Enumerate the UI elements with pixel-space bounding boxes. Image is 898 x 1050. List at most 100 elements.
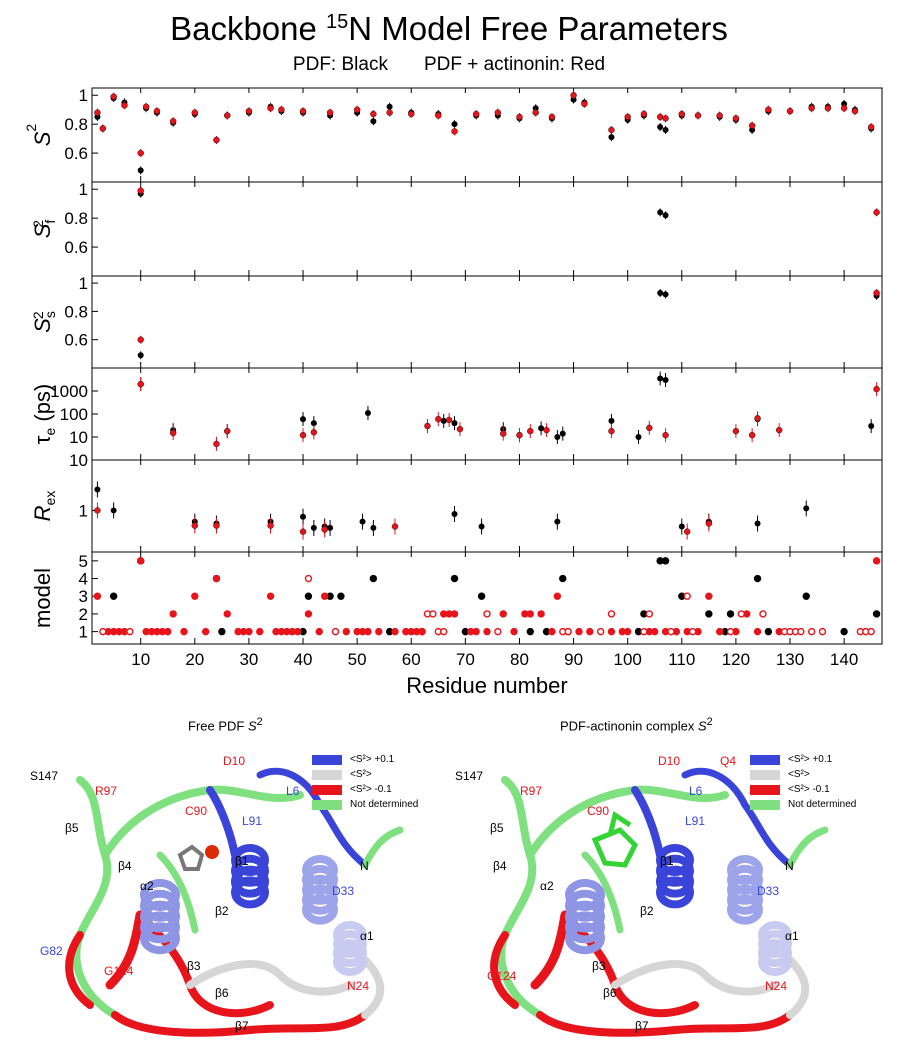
data-point-tau_e (440, 417, 447, 424)
data-point-model (180, 627, 188, 636)
structure-label: L91 (685, 814, 705, 828)
data-point-model (304, 592, 313, 600)
data-point-tau_e (868, 423, 875, 430)
data-point-S2 (137, 149, 144, 157)
helix-turn (140, 922, 180, 955)
y-axis-label: τe (ps) (30, 384, 58, 445)
structure-label: α2 (540, 879, 554, 893)
figure-subtitle: PDF: Black PDF + actinonin: Red (0, 54, 898, 76)
data-point-model (483, 610, 491, 618)
data-point-model (802, 592, 810, 600)
data-point-model (429, 610, 437, 618)
data-point-tau_e (732, 427, 740, 435)
data-point-S2 (121, 102, 128, 109)
data-point-Rex (321, 526, 328, 533)
data-point-tau_e (364, 410, 371, 417)
data-point-model (266, 592, 275, 600)
data-point-S2 (786, 107, 794, 115)
data-point-S2 (451, 121, 458, 128)
data-point-Rex (451, 511, 458, 518)
data-point-tau_e (456, 425, 464, 433)
data-point-model (499, 610, 507, 618)
structure-label: Q4 (720, 754, 736, 768)
x-tick-label: 70 (456, 650, 475, 669)
data-point-model (450, 574, 459, 583)
helix-turn (758, 948, 792, 976)
data-point-model (607, 610, 616, 618)
data-point-model (315, 627, 323, 636)
legend-label: Not determined (788, 799, 857, 810)
data-point-model (548, 627, 556, 636)
data-point-Rex (94, 507, 101, 514)
x-tick-label: 130 (776, 650, 804, 669)
data-point-model (872, 610, 881, 618)
data-point-tau_e (299, 431, 307, 439)
data-point-model (688, 627, 697, 636)
structure-label: R97 (95, 784, 117, 798)
data-point-S2 (451, 128, 458, 135)
ribbon-segment (72, 776, 119, 1019)
data-point-tau_e (424, 422, 431, 430)
data-point-tau_e (310, 429, 318, 436)
data-point-tau_e (754, 415, 761, 422)
panel-frame (91, 181, 883, 277)
data-point-model (391, 627, 399, 636)
data-point-model (472, 627, 480, 636)
legend-label: <S²> (788, 769, 810, 780)
ribbon-segment (111, 1011, 369, 1037)
data-point-Rex (110, 507, 117, 514)
y-tick-label: 2 (79, 605, 88, 624)
data-point-model (477, 592, 486, 600)
legend-swatch (312, 754, 342, 765)
data-point-Rex (678, 523, 685, 530)
data-point-S2 (472, 110, 480, 118)
data-point-Ss2 (873, 289, 880, 297)
data-point-model (320, 592, 329, 600)
x-tick-label: 90 (564, 650, 583, 669)
structure-label: N (785, 859, 794, 873)
data-point-tau_e (554, 434, 561, 440)
x-tick-label: 10 (131, 650, 150, 669)
panel-frame (91, 459, 883, 553)
y-tick-label: 1000 (50, 382, 88, 401)
data-point-S2 (662, 115, 669, 122)
y-axis-label: model (30, 568, 55, 628)
data-point-model (575, 627, 583, 636)
data-point-S2 (370, 118, 377, 125)
structure-label: S147 (455, 769, 483, 783)
legend-entry: <S²> -0.1 (750, 782, 856, 797)
data-point-S2 (532, 109, 539, 116)
data-point-model (559, 574, 567, 583)
legend-entry: Not determined (312, 797, 418, 812)
data-point-S2 (278, 106, 285, 113)
data-point-tau_e (451, 420, 458, 427)
data-point-model (126, 627, 134, 636)
data-point-model (364, 627, 372, 636)
data-point-S2 (694, 112, 702, 119)
data-point-model (764, 627, 773, 636)
legend-entry: <S²> +0.1 (312, 752, 418, 767)
data-point-Rex (391, 523, 399, 530)
helix-turn (302, 884, 338, 915)
data-point-Sf2 (873, 209, 880, 216)
legend-label: <S²> +0.1 (350, 754, 395, 765)
data-point-Rex (213, 522, 220, 529)
legend-label: <S²> -0.1 (350, 784, 392, 795)
data-point-model (201, 627, 210, 636)
data-point-model (256, 627, 264, 636)
y-tick-label: 1 (79, 501, 88, 520)
data-point-S2 (640, 110, 648, 118)
data-point-S2 (94, 113, 101, 120)
ribbon-segment (105, 910, 145, 990)
data-point-S2 (386, 109, 393, 116)
ribbon-segment (611, 960, 779, 996)
data-point-model (872, 557, 881, 565)
data-point-tau_e (310, 420, 317, 427)
data-point-model (683, 592, 691, 600)
structure-label: α2 (140, 879, 154, 893)
data-point-S2 (353, 106, 361, 113)
data-point-tau_e (543, 426, 550, 434)
panel-frame (91, 551, 883, 645)
legend-free-pdf: <S²> +0.1 <S²> <S²> -0.1 Not determined (312, 752, 418, 812)
data-point-model (840, 627, 848, 636)
